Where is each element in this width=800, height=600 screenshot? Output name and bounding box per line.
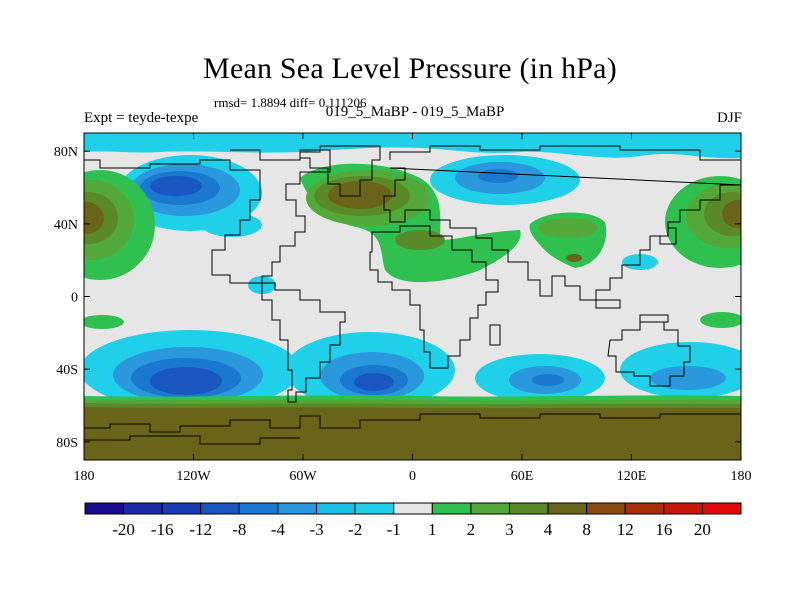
europe-high (300, 163, 521, 283)
colorbar-swatch (84, 502, 125, 515)
colorbar: -20 -16 -12 -8 -4 -3 -2 -1 1 2 3 4 8 12 16 20 (84, 502, 742, 539)
colorbar-label: -8 (232, 520, 246, 539)
y-tick-label: 0 (71, 291, 78, 306)
asia-high (529, 212, 607, 268)
colorbar-swatch (161, 502, 202, 515)
x-tick-label: 180 (731, 469, 752, 484)
colorbar-swatch (624, 502, 665, 515)
x-tick-label: 60W (289, 469, 317, 484)
x-tick-label: 60E (511, 469, 534, 484)
colorbar-label: -3 (309, 520, 323, 539)
colorbar-label: 20 (694, 520, 711, 539)
south-atlantic-low (285, 332, 455, 408)
colorbar-swatch (316, 502, 356, 515)
colorbar-label: 16 (655, 520, 672, 539)
colorbar-label: 2 (467, 520, 476, 539)
colorbar-label: 4 (544, 520, 553, 539)
arctic-negative-region (84, 133, 741, 159)
colorbar-swatch (547, 502, 588, 515)
south-pacific-low (84, 330, 300, 410)
experiment-label: Expt = teyde-texpe (84, 110, 199, 126)
colorbar-swatch (393, 502, 433, 515)
colorbar-swatch (123, 502, 163, 515)
west-pacific-high-left (84, 170, 155, 280)
y-tick-label: 80N (54, 145, 78, 160)
y-tick-label: 40N (54, 218, 78, 233)
y-tick-label: 40S (56, 363, 78, 378)
colorbar-swatch (701, 502, 742, 515)
colorbar-swatch (663, 502, 703, 515)
colorbar-swatch (508, 502, 549, 515)
colorbar-label: -20 (112, 520, 135, 539)
colorbar-swatch (470, 502, 510, 515)
indian-ocean-low (475, 354, 605, 402)
colorbar-label: 3 (505, 520, 514, 539)
colorbar-swatch (277, 502, 318, 515)
colorbar-swatch (354, 502, 395, 515)
comparison-label: 019_5_MaBP - 019_5_MaBP (325, 104, 505, 120)
coastlines (84, 145, 741, 445)
x-tick-label: 120W (176, 469, 211, 484)
stats-line: rmsd= 1.8894 diff= 0.111206 (214, 95, 367, 110)
colorbar-swatch (586, 502, 626, 515)
colorbar-label: 12 (617, 520, 634, 539)
colorbar-label: -16 (151, 520, 174, 539)
season-label: DJF (716, 110, 742, 126)
north-pacific-low (118, 155, 262, 237)
tropical-pacific-positive-right (700, 312, 741, 328)
tropical-pacific-positive (84, 315, 124, 329)
colorbar-label: -1 (387, 520, 401, 539)
colorbar-swatch (238, 502, 279, 515)
axis-labels: 180 120W 60W 0 60E 120E 180 80N 40N 0 40S 80S (54, 145, 752, 484)
colorbar-swatch (200, 502, 240, 515)
x-tick-label: 180 (74, 469, 95, 484)
colorbar-label: 1 (428, 520, 437, 539)
y-tick-label: 80S (56, 436, 78, 451)
colorbar-label: -4 (271, 520, 286, 539)
contour-field (84, 133, 741, 460)
colorbar-label: 8 (582, 520, 591, 539)
x-tick-label: 0 (409, 469, 416, 484)
colorbar-swatch (431, 502, 472, 515)
x-tick-label: 120E (617, 469, 647, 484)
colorbar-label: -12 (189, 520, 212, 539)
north-atlantic-low (430, 155, 580, 205)
axis-ticks (83, 133, 742, 460)
antarctic-high-band (84, 395, 741, 460)
chart-title: Mean Sea Level Pressure (in hPa) (203, 52, 617, 85)
colorbar-label: -2 (348, 520, 362, 539)
